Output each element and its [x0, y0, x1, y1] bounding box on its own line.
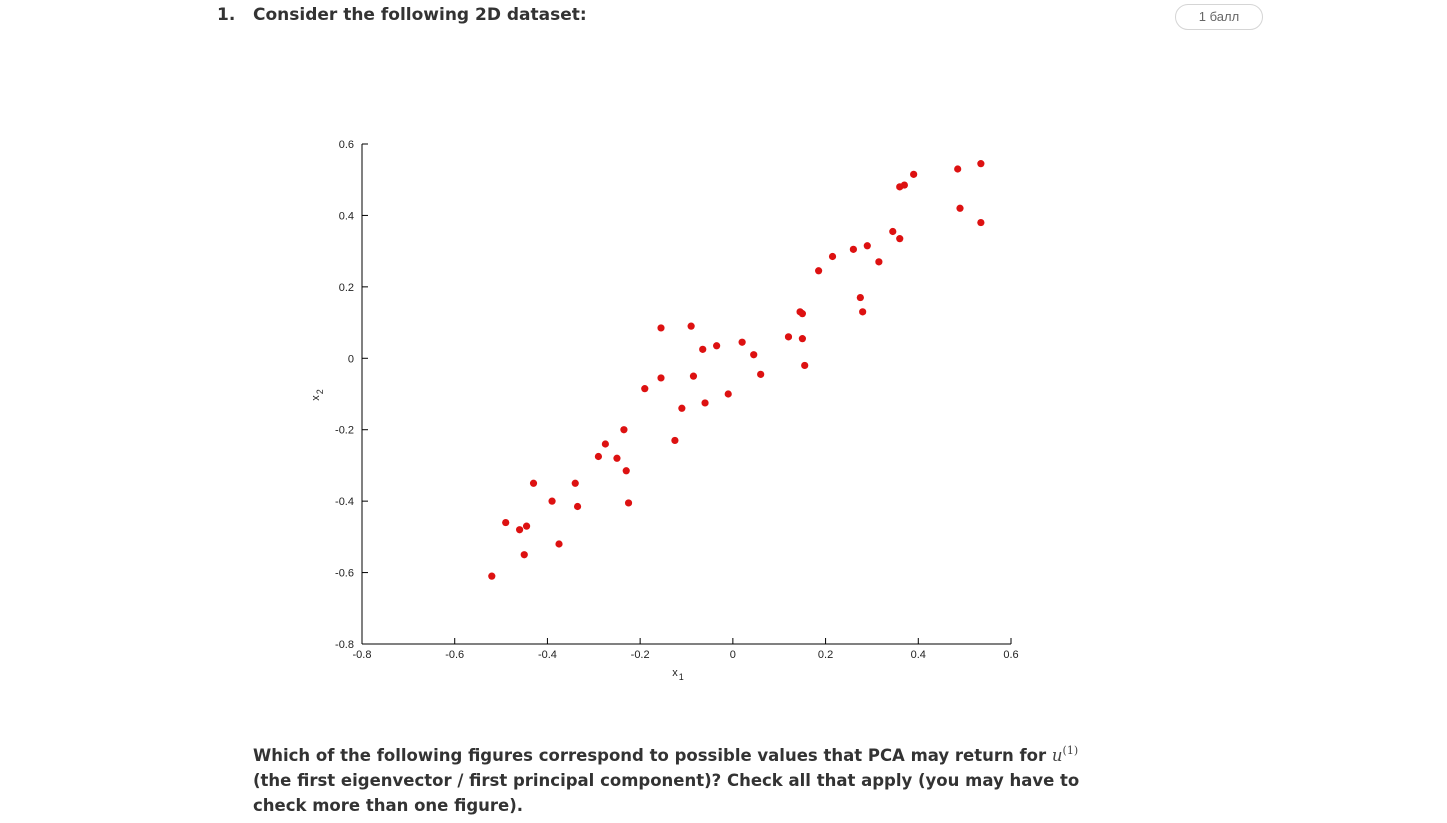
x-tick-label: 0.4 — [911, 649, 926, 661]
data-point — [856, 293, 864, 302]
x-tick-label: -0.2 — [631, 649, 650, 661]
data-points — [488, 160, 985, 580]
data-point — [671, 436, 679, 445]
data-point — [954, 165, 962, 173]
y-tick-label: 0.2 — [339, 282, 354, 294]
data-point — [678, 404, 686, 412]
data-point — [859, 308, 867, 316]
data-point — [724, 390, 732, 398]
data-point — [849, 245, 857, 253]
math-u: u — [1051, 746, 1063, 765]
data-point — [900, 181, 908, 189]
data-point — [555, 540, 563, 548]
data-point — [828, 252, 837, 261]
y-tick-label: -0.2 — [335, 425, 354, 437]
x-tick-label: 0.6 — [1003, 649, 1018, 661]
data-point — [594, 452, 603, 461]
y-tick-label: 0 — [348, 353, 354, 365]
data-point — [502, 518, 510, 527]
data-point — [896, 235, 904, 243]
math-superscript: (1) — [1062, 744, 1079, 757]
data-point — [815, 267, 823, 275]
data-point — [977, 218, 985, 227]
data-point — [713, 342, 721, 350]
scatter-plot-svg: -0.8 -0.6 -0.4 -0.2 0 0.2 0.4 0.6 -0.8-0.6-0.4-… — [310, 139, 1019, 682]
data-point — [689, 372, 698, 380]
x-tick-label: -0.8 — [353, 649, 372, 661]
data-point — [548, 497, 556, 505]
data-point — [889, 227, 897, 236]
data-point — [573, 502, 582, 511]
x-tick-label: -0.6 — [445, 649, 464, 661]
data-point — [801, 361, 809, 370]
data-point — [798, 310, 806, 318]
question-number: 1. — [217, 5, 236, 25]
data-point — [977, 160, 985, 168]
data-point — [516, 526, 524, 534]
data-point — [699, 345, 707, 353]
data-point — [701, 399, 709, 407]
data-point — [863, 242, 871, 250]
data-point — [738, 338, 746, 346]
dataset-scatter-chart: -0.8 -0.6 -0.4 -0.2 0 0.2 0.4 0.6 -0.8 -0.6 -0.4-… — [300, 130, 1060, 704]
data-point — [757, 370, 765, 378]
y-tick-label: -0.4 — [335, 496, 354, 508]
y-tick-label: 0.6 — [339, 139, 354, 151]
points-badge: 1 балл — [1175, 4, 1263, 30]
y-ticks: -0.8 -0.6 -0.4 -0.2 0 0.2 0.4 0.6 — [335, 139, 368, 651]
data-point — [798, 335, 806, 343]
question-text-part2: (the first eigenvector / first principal… — [253, 771, 1080, 815]
data-point — [601, 440, 609, 448]
data-point — [620, 426, 628, 434]
axis-labels: x1 x2 — [310, 389, 684, 682]
data-point — [522, 522, 531, 530]
question-prompt: Consider the following 2D dataset: — [253, 5, 587, 25]
x-tick-label: 0.2 — [818, 649, 833, 661]
data-point — [687, 322, 695, 330]
x-axis-label: x1 — [672, 667, 684, 682]
y-tick-label: -0.6 — [335, 568, 354, 580]
data-point — [622, 467, 630, 475]
x-ticks: -0.8 -0.6 -0.4 -0.2 0 0.2 0.4 0.6 — [353, 638, 1019, 661]
data-point — [657, 324, 665, 332]
data-point — [641, 385, 649, 393]
data-point — [657, 374, 665, 382]
x-tick-label: 0 — [730, 649, 736, 661]
x-tick-label: -0.4 — [538, 649, 557, 661]
y-axis-label: x2 — [310, 389, 325, 401]
y-tick-label: 0.4 — [339, 210, 354, 222]
data-point — [624, 499, 633, 507]
data-point — [956, 204, 964, 212]
data-point — [910, 170, 918, 178]
axes — [361, 144, 1011, 645]
data-point — [784, 333, 793, 341]
question-text: Which of the following figures correspon… — [253, 738, 1093, 818]
data-point — [875, 258, 883, 266]
data-point — [571, 479, 579, 487]
data-point — [529, 479, 538, 487]
data-point — [520, 551, 528, 559]
data-point — [488, 572, 496, 580]
data-point — [750, 351, 758, 359]
y-tick-label: -0.8 — [335, 639, 354, 651]
question-text-part1: Which of the following figures correspon… — [253, 746, 1052, 765]
data-point — [613, 454, 621, 462]
